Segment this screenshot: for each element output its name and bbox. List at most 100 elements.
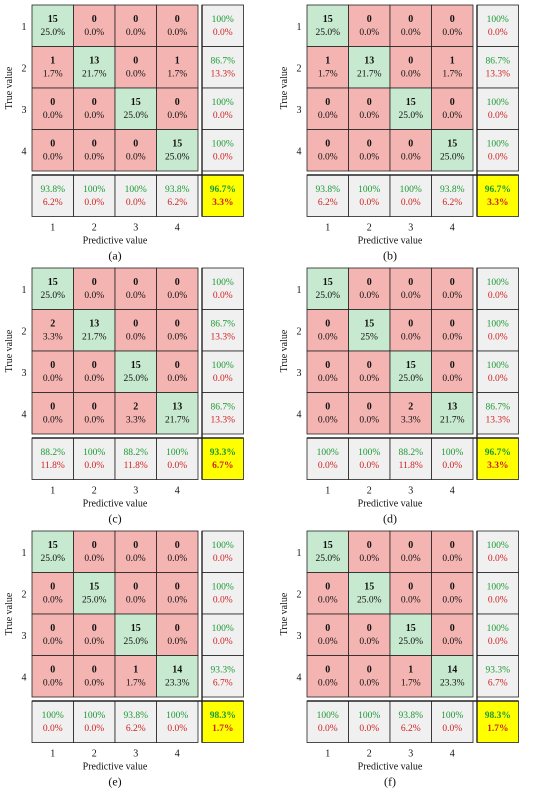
row-summary-correct: 100% — [212, 361, 234, 371]
cell-count: 0 — [450, 277, 455, 288]
row-summary-cell — [476, 572, 519, 615]
col-summary-correct: 100% — [358, 711, 380, 721]
cell-percent: 0.0% — [442, 637, 462, 647]
panel-label: (f) — [384, 775, 396, 789]
cell-count: 0 — [367, 360, 372, 371]
x-tick-label: 4 — [175, 749, 180, 760]
col-summary-cell — [348, 437, 391, 480]
cell-percent: 3.3% — [126, 416, 146, 426]
col-summary-correct: 88.2% — [398, 448, 423, 458]
cell-percent: 25.0% — [82, 596, 107, 606]
matrix-cell — [114, 350, 157, 393]
y-tick-label: 1 — [22, 548, 27, 559]
cell-percent: 0.0% — [126, 333, 146, 343]
row-summary-cell — [476, 4, 519, 47]
cell-percent: 0.0% — [401, 291, 421, 301]
cell-percent: 0.0% — [84, 637, 104, 647]
cell-percent: 0.0% — [442, 28, 462, 38]
matrix-cell — [31, 267, 74, 310]
matrix-cell — [156, 267, 199, 310]
matrix-cell — [306, 87, 349, 130]
cell-percent: 0.0% — [401, 554, 421, 564]
row-summary-cell — [476, 655, 519, 698]
matrix-cell — [389, 655, 432, 698]
cell-count: 0 — [367, 623, 372, 634]
row-summary-correct: 86.7% — [210, 320, 235, 330]
cell-count: 1 — [133, 665, 138, 676]
cell-percent: 21.7% — [165, 416, 190, 426]
col-summary-cell — [31, 437, 74, 480]
x-tick-label: 4 — [175, 223, 180, 234]
y-tick-label: 4 — [22, 409, 27, 420]
row-summary-cell — [476, 46, 519, 89]
overall-accuracy: 96.7% — [210, 185, 236, 195]
col-summary-correct: 93.8% — [398, 711, 423, 721]
cell-count: 0 — [50, 139, 55, 150]
cell-percent: 0.0% — [442, 374, 462, 384]
matrix-cell — [306, 613, 349, 656]
matrix-cell — [114, 530, 157, 573]
y-tick-label: 4 — [22, 146, 27, 157]
row-summary-error: 0.0% — [488, 554, 508, 564]
matrix-cell — [156, 4, 199, 47]
cell-percent: 3.3% — [43, 333, 63, 343]
matrix-cell — [114, 87, 157, 130]
y-tick-label: 4 — [297, 672, 302, 683]
matrix-cell — [348, 309, 391, 352]
col-summary-error: 0.0% — [167, 461, 187, 471]
x-tick-label: 1 — [50, 749, 55, 760]
cell-percent: 0.0% — [84, 291, 104, 301]
matrix-cell — [431, 4, 474, 47]
cell-percent: 0.0% — [43, 111, 63, 121]
y-tick-label: 2 — [22, 589, 27, 600]
col-summary-error: 11.8% — [399, 461, 423, 471]
col-summary-cell — [389, 174, 432, 217]
row-summary-cell — [201, 309, 244, 352]
cell-count: 0 — [175, 582, 180, 593]
row-summary-correct: 100% — [212, 98, 234, 108]
col-summary-correct: 100% — [166, 711, 188, 721]
cell-percent: 0.0% — [401, 28, 421, 38]
y-tick-label: 2 — [297, 326, 302, 337]
row-summary-error: 0.0% — [213, 153, 233, 163]
col-summary-error: 0.0% — [167, 724, 187, 734]
cell-count: 15 — [48, 540, 58, 551]
col-summary-correct: 100% — [317, 448, 339, 458]
x-tick-label: 2 — [367, 486, 372, 497]
matrix-cell — [114, 129, 157, 172]
matrix-cell — [389, 392, 432, 435]
cell-count: 15 — [131, 97, 141, 108]
col-summary-cell — [156, 700, 199, 743]
row-summary-cell — [201, 572, 244, 615]
cell-percent: 0.0% — [126, 596, 146, 606]
matrix-cell — [31, 392, 74, 435]
cell-count: 15 — [172, 139, 182, 150]
cell-percent: 0.0% — [442, 554, 462, 564]
matrix-cell — [31, 530, 74, 573]
cell-percent: 0.0% — [126, 153, 146, 163]
overall-error: 3.3% — [487, 198, 508, 208]
overall-error: 1.7% — [487, 724, 508, 734]
matrix-cell — [306, 46, 349, 89]
matrix-cell — [348, 572, 391, 615]
row-summary-error: 13.3% — [485, 416, 510, 426]
x-tick-label: 4 — [450, 749, 455, 760]
matrix-cell — [348, 350, 391, 393]
row-summary-correct: 100% — [212, 278, 234, 288]
matrix-cell — [348, 530, 391, 573]
cell-count: 14 — [447, 665, 457, 676]
matrix-cell — [431, 392, 474, 435]
cell-count: 0 — [408, 277, 413, 288]
cell-count: 0 — [450, 582, 455, 593]
matrix-cell — [348, 4, 391, 47]
cell-count: 0 — [133, 56, 138, 67]
cell-count: 0 — [175, 319, 180, 330]
x-tick-label: 2 — [367, 749, 372, 760]
row-summary-cell — [201, 129, 244, 172]
cell-percent: 0.0% — [43, 416, 63, 426]
confusion-matrix-panel: 15 25.0% 0 0.0% 0 0.0% 0 0.0% 0 0.0% 15 25.0% 0 0.0% 0… — [279, 530, 519, 789]
cell-percent: 23.3% — [440, 679, 465, 689]
col-summary-error: 6.2% — [401, 724, 421, 734]
cell-percent: 25.0% — [357, 596, 382, 606]
x-tick-label: 3 — [133, 486, 138, 497]
